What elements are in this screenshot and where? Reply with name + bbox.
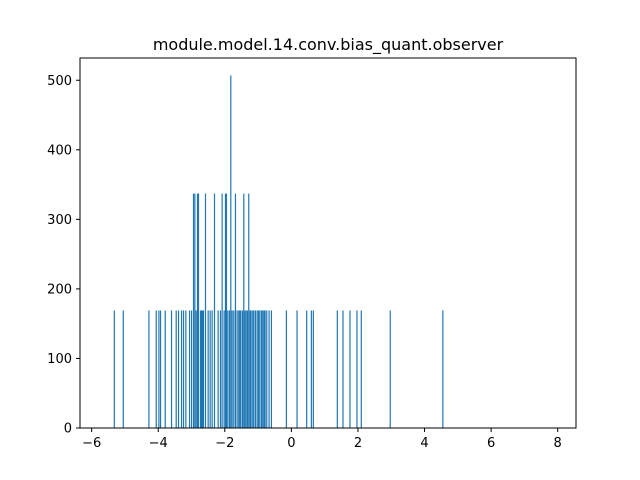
histogram-bar <box>234 193 237 428</box>
histogram-bar <box>356 310 358 428</box>
histogram-bar <box>442 310 444 428</box>
histogram-bar <box>270 310 273 428</box>
histogram-bar <box>231 310 233 428</box>
histogram-bar <box>113 310 115 428</box>
histogram-bar <box>196 193 199 428</box>
histogram-bar <box>158 310 160 428</box>
bar-series <box>113 75 444 428</box>
histogram-bar <box>122 310 124 428</box>
histogram-bar <box>223 310 225 428</box>
histogram-bar <box>197 193 200 428</box>
x-tick-label: −2 <box>215 436 234 451</box>
histogram-bar <box>253 310 255 428</box>
histogram-bar <box>207 310 209 428</box>
histogram-bar <box>260 310 263 428</box>
y-tick-label: 400 <box>47 143 72 158</box>
y-tick-label: 0 <box>64 422 72 437</box>
histogram-bar <box>155 310 157 428</box>
histogram-bar <box>254 310 257 428</box>
x-tick-label: 6 <box>487 436 495 451</box>
histogram-bar <box>217 310 219 428</box>
histogram-bar <box>236 310 238 428</box>
histogram-bar <box>199 310 202 428</box>
histogram-bar <box>244 310 246 428</box>
histogram-bar <box>202 310 205 428</box>
histogram-bar <box>266 310 268 428</box>
histogram-bar <box>195 310 197 428</box>
histogram-bar <box>211 310 213 428</box>
histogram-bar <box>248 193 250 428</box>
histogram-bar <box>238 310 240 428</box>
histogram-bar <box>263 310 265 428</box>
histogram-bar <box>241 310 244 428</box>
histogram-bar <box>252 310 254 428</box>
histogram-bar <box>239 310 241 428</box>
histogram-bar <box>240 310 242 428</box>
x-tick-label: 8 <box>554 436 562 451</box>
histogram-bar <box>180 310 183 428</box>
histogram-bar <box>256 310 258 428</box>
histogram-bar <box>296 310 298 428</box>
histogram-bar <box>164 310 166 428</box>
histogram-bar <box>148 310 150 428</box>
histogram-bar <box>170 310 173 428</box>
histogram-bar <box>188 310 191 428</box>
y-tick-label: 300 <box>47 213 72 228</box>
histogram-bar <box>389 310 391 428</box>
histogram-bar <box>201 310 204 428</box>
histogram-bar <box>245 310 247 428</box>
histogram-bar <box>312 310 314 428</box>
histogram-bar <box>336 310 338 428</box>
histogram-bar <box>306 310 308 428</box>
histogram-bar <box>224 193 227 428</box>
histogram-bar <box>360 310 362 428</box>
histogram-bar <box>185 310 187 428</box>
histogram-bar <box>310 310 312 428</box>
histogram-bar <box>200 310 203 428</box>
histogram-bar <box>349 310 351 428</box>
histogram-bar <box>182 310 185 428</box>
histogram-bar <box>225 193 228 428</box>
histogram-bar <box>250 310 252 428</box>
histogram-bar <box>190 310 193 428</box>
y-tick-label: 200 <box>47 282 72 297</box>
histogram-bar <box>264 310 266 428</box>
x-tick-label: 0 <box>287 436 295 451</box>
chart-title: module.model.14.conv.bias_quant.observer <box>153 35 504 55</box>
histogram-bar <box>159 310 162 428</box>
histogram-bar <box>177 310 180 428</box>
histogram-bar <box>209 310 211 428</box>
y-tick-label: 100 <box>47 352 72 367</box>
histogram-bar <box>243 193 245 428</box>
histogram-bar <box>192 193 195 428</box>
histogram-bar <box>259 310 261 428</box>
x-tick-label: −4 <box>149 436 168 451</box>
histogram-bar <box>233 310 235 428</box>
x-tick-label: −6 <box>82 436 101 451</box>
x-tick-label: 4 <box>420 436 428 451</box>
histogram-bar <box>227 310 229 428</box>
histogram-bar <box>342 310 344 428</box>
histogram-bar <box>268 310 270 428</box>
histogram-bar <box>219 310 222 428</box>
histogram-bar <box>213 193 216 428</box>
y-tick-label: 500 <box>47 74 72 89</box>
histogram-bar <box>257 310 260 428</box>
histogram-bar <box>204 193 207 428</box>
histogram-bar <box>230 75 232 428</box>
histogram-bar <box>194 193 196 428</box>
histogram-bar <box>221 193 223 428</box>
histogram-bar <box>262 310 264 428</box>
plot-frame <box>79 57 577 429</box>
histogram-bar <box>175 310 177 428</box>
axis-ticks: −6 −4 −2 0 2 4 6 8 0 100 200 300 400 500 <box>47 74 562 451</box>
x-tick-label: 2 <box>354 436 362 451</box>
histogram-bar <box>249 310 251 428</box>
histogram-bar <box>246 310 249 428</box>
histogram-bar <box>228 310 231 428</box>
histogram-bar <box>285 310 287 428</box>
